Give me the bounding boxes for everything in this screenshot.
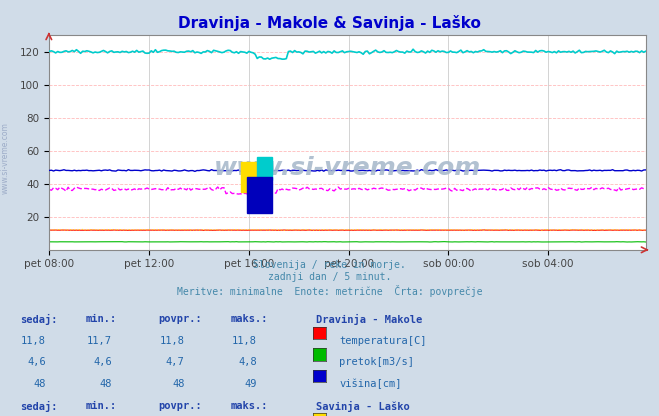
- Text: www.si-vreme.com: www.si-vreme.com: [1, 122, 10, 194]
- Text: 11,8: 11,8: [232, 336, 257, 346]
- Text: zadnji dan / 5 minut.: zadnji dan / 5 minut.: [268, 272, 391, 282]
- Text: 11,7: 11,7: [87, 336, 112, 346]
- Text: 11,8: 11,8: [21, 336, 46, 346]
- Bar: [241, 162, 259, 192]
- Text: 4,6: 4,6: [94, 357, 112, 367]
- Text: 49: 49: [244, 379, 257, 389]
- Bar: [257, 157, 272, 181]
- Text: sedaj:: sedaj:: [20, 401, 57, 412]
- Text: 11,8: 11,8: [159, 336, 185, 346]
- Text: 4,8: 4,8: [239, 357, 257, 367]
- Text: Slovenija / reke in morje.: Slovenija / reke in morje.: [253, 260, 406, 270]
- Text: pretok[m3/s]: pretok[m3/s]: [339, 357, 415, 367]
- Text: www.si-vreme.com: www.si-vreme.com: [214, 156, 481, 180]
- Text: sedaj:: sedaj:: [20, 314, 57, 325]
- Text: povpr.:: povpr.:: [158, 401, 202, 411]
- Text: 4,6: 4,6: [28, 357, 46, 367]
- Text: 4,7: 4,7: [166, 357, 185, 367]
- Text: Savinja - Laško: Savinja - Laško: [316, 401, 410, 412]
- Text: Meritve: minimalne  Enote: metrične  Črta: povprečje: Meritve: minimalne Enote: metrične Črta:…: [177, 285, 482, 297]
- Text: 48: 48: [34, 379, 46, 389]
- Text: temperatura[C]: temperatura[C]: [339, 336, 427, 346]
- Text: maks.:: maks.:: [231, 314, 268, 324]
- Text: maks.:: maks.:: [231, 401, 268, 411]
- Text: višina[cm]: višina[cm]: [339, 379, 402, 389]
- Text: Dravinja - Makole: Dravinja - Makole: [316, 314, 422, 325]
- Text: min.:: min.:: [86, 401, 117, 411]
- Text: Dravinja - Makole & Savinja - Laško: Dravinja - Makole & Savinja - Laško: [178, 15, 481, 30]
- Text: min.:: min.:: [86, 314, 117, 324]
- Bar: [247, 177, 272, 213]
- Text: 48: 48: [100, 379, 112, 389]
- Text: povpr.:: povpr.:: [158, 314, 202, 324]
- Text: 48: 48: [172, 379, 185, 389]
